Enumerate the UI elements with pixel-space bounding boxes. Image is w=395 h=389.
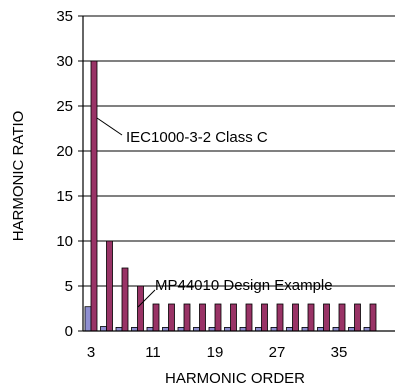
y-tick-label: 10 [56, 233, 73, 250]
annotation-class-c: IEC1000-3-2 Class C [126, 129, 268, 146]
bar-class-c-limit [106, 240, 113, 332]
y-tick-label: 30 [56, 53, 73, 70]
bar-class-c-limit [199, 303, 206, 332]
bar-class-c-limit [137, 285, 144, 332]
x-tick-label: 3 [87, 344, 95, 361]
bar-class-c-limit [323, 303, 330, 332]
bar-design-example [84, 306, 92, 332]
y-tick-label: 5 [65, 278, 73, 295]
annotation-leader-line [96, 117, 123, 136]
x-tick-label: 35 [331, 344, 348, 361]
annotations: IEC1000-3-2 Class C MP44010 Design Exampl… [96, 117, 333, 308]
bar-class-c-limit [168, 303, 175, 332]
bar-class-c-limit [261, 303, 268, 332]
bar-class-c-limit [245, 303, 253, 332]
bar-class-c-limit [307, 303, 315, 332]
bar-class-c-limit [354, 303, 361, 332]
gridlines [83, 15, 395, 287]
x-tick-label: 11 [145, 344, 161, 361]
annotation-design-example: MP44010 Design Example [155, 277, 333, 294]
bar-class-c-limit [214, 303, 222, 332]
axes [82, 16, 395, 332]
bar-class-c-limit [152, 303, 160, 332]
y-tick-label: 20 [56, 143, 73, 160]
bar-class-c-limit [230, 303, 237, 332]
y-tick-label: 25 [56, 98, 73, 115]
annotation-leader-line [137, 289, 156, 308]
bar-class-c-limit [369, 303, 377, 332]
bar-class-c-limit [276, 303, 284, 332]
x-tick-label: 27 [269, 344, 286, 361]
y-tick-labels: 0 5 10 15 20 25 30 35 [56, 8, 83, 340]
bar-class-c-limit [292, 303, 299, 332]
bar-class-c-limit [121, 267, 129, 332]
y-tick-label: 15 [56, 188, 73, 205]
bar-class-c-limit [338, 303, 346, 332]
bar-design-example [100, 326, 107, 332]
y-axis-title: HARMONIC RATIO [10, 111, 27, 242]
x-tick-label: 19 [207, 344, 224, 361]
y-tick-label: 35 [56, 8, 73, 25]
x-tick-labels: 3 11 19 27 35 [87, 344, 348, 361]
bar-class-c-limit [183, 303, 191, 332]
y-tick-label: 0 [65, 323, 73, 340]
bar-class-c-limit [90, 60, 98, 332]
x-axis-title: HARMONIC ORDER [165, 370, 305, 387]
